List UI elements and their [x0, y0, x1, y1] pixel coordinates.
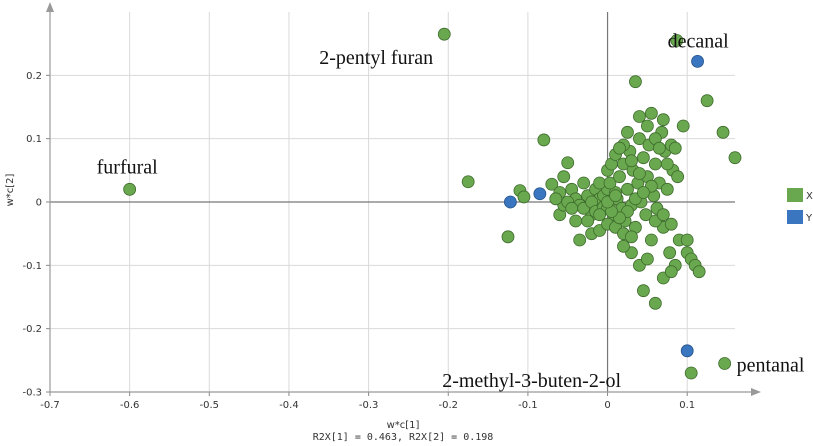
data-point: [633, 110, 646, 123]
data-point: [691, 55, 704, 68]
data-point: [621, 182, 634, 196]
data-point: [625, 230, 638, 244]
y-tick-label: 0.1: [26, 134, 42, 145]
data-point: [700, 94, 714, 108]
data-point: [648, 157, 662, 171]
y-tick-label: 0: [36, 198, 42, 209]
legend-swatch-x: [787, 188, 803, 202]
data-point: [718, 357, 732, 370]
data-point: [573, 233, 587, 247]
x-tick-label: -0.7: [40, 400, 60, 411]
x-axis-label: w*c[1]: [387, 420, 420, 431]
data-point: [670, 34, 684, 47]
y-tick-label: -0.1: [22, 261, 42, 272]
annotation-label: decanal: [668, 30, 730, 52]
data-point: [617, 239, 630, 253]
x-tick-label: 0: [604, 400, 610, 411]
data-point: [613, 170, 626, 184]
data-point: [663, 246, 677, 260]
series-y: [503, 55, 704, 358]
data-point: [728, 151, 742, 165]
y-tick-label: -0.3: [22, 388, 42, 399]
data-point: [565, 201, 579, 215]
data-point: [549, 192, 563, 206]
legend-label-x: X: [806, 191, 813, 202]
data-point: [603, 176, 617, 190]
data-point: [629, 75, 642, 89]
data-point: [501, 230, 515, 244]
data-point: [637, 284, 650, 298]
data-point: [557, 170, 571, 184]
legend-label-y: Y: [805, 213, 813, 224]
data-point: [633, 132, 646, 146]
data-points: [123, 27, 742, 380]
data-point: [437, 27, 451, 41]
x-tick-label: -0.4: [279, 400, 299, 411]
data-point: [561, 156, 575, 170]
data-point: [668, 141, 682, 155]
data-point: [676, 119, 690, 133]
annotation-label: 2-methyl-3-buten-2-ol: [442, 370, 621, 392]
data-point: [684, 366, 698, 380]
annotations: furfural 2-pentyl furan decanal pentanal 2-m…: [97, 30, 805, 391]
y-tick-label: -0.2: [22, 324, 42, 335]
y-axis-label: w*c[2]: [5, 173, 16, 206]
data-point: [660, 182, 674, 196]
data-point: [644, 233, 658, 247]
series-x: [123, 27, 742, 380]
data-point: [680, 233, 694, 247]
data-point: [640, 119, 654, 133]
tick-labels: -0.7 -0.6 -0.5 -0.4 -0.3 -0.2 -0.1 0 0.1 -0.3 -0.2…: [22, 71, 695, 411]
annotation-label: 2-pentyl furan: [319, 47, 433, 69]
data-point: [633, 167, 646, 180]
data-point: [656, 208, 670, 222]
x-tick-label: -0.5: [200, 400, 220, 411]
data-point: [609, 189, 622, 203]
data-point: [123, 182, 137, 196]
data-point: [621, 125, 634, 139]
data-point: [664, 217, 678, 231]
annotation-label: pentanal: [737, 355, 805, 377]
data-point: [640, 252, 654, 266]
x-tick-label: -0.2: [438, 400, 458, 411]
data-point: [461, 175, 475, 189]
data-point: [648, 296, 662, 310]
data-point: [593, 208, 606, 222]
x-tick-label: -0.3: [359, 400, 379, 411]
data-point: [637, 151, 650, 165]
x-axis-arrow: [751, 388, 761, 396]
y-axis-arrow: [46, 2, 54, 12]
annotation-label: furfural: [97, 156, 159, 178]
data-point: [537, 133, 551, 147]
data-point: [577, 176, 591, 190]
legend: XY: [787, 188, 813, 224]
legend-swatch-y: [787, 210, 803, 224]
data-point: [680, 344, 694, 358]
data-point: [652, 141, 666, 155]
data-point: [569, 214, 583, 228]
data-point: [533, 187, 547, 201]
data-point: [517, 190, 531, 204]
y-tick-label: 0.2: [26, 71, 42, 82]
r2x-footer: R2X[1] = 0.463, R2X[2] = 0.198: [313, 432, 494, 443]
x-tick-label: -0.6: [120, 400, 140, 411]
data-point: [625, 154, 638, 168]
data-point: [656, 113, 670, 127]
data-point: [581, 214, 595, 228]
data-point: [716, 125, 730, 139]
data-point: [637, 186, 650, 199]
x-tick-label: 0.1: [679, 400, 695, 411]
data-point: [503, 195, 517, 209]
data-point: [545, 177, 559, 191]
x-tick-label: -0.1: [518, 400, 538, 411]
data-point: [644, 106, 658, 120]
data-point: [671, 170, 685, 184]
data-point: [639, 208, 653, 222]
data-point: [613, 141, 626, 155]
data-point: [664, 265, 678, 279]
data-point: [660, 157, 674, 171]
data-point: [692, 265, 706, 279]
